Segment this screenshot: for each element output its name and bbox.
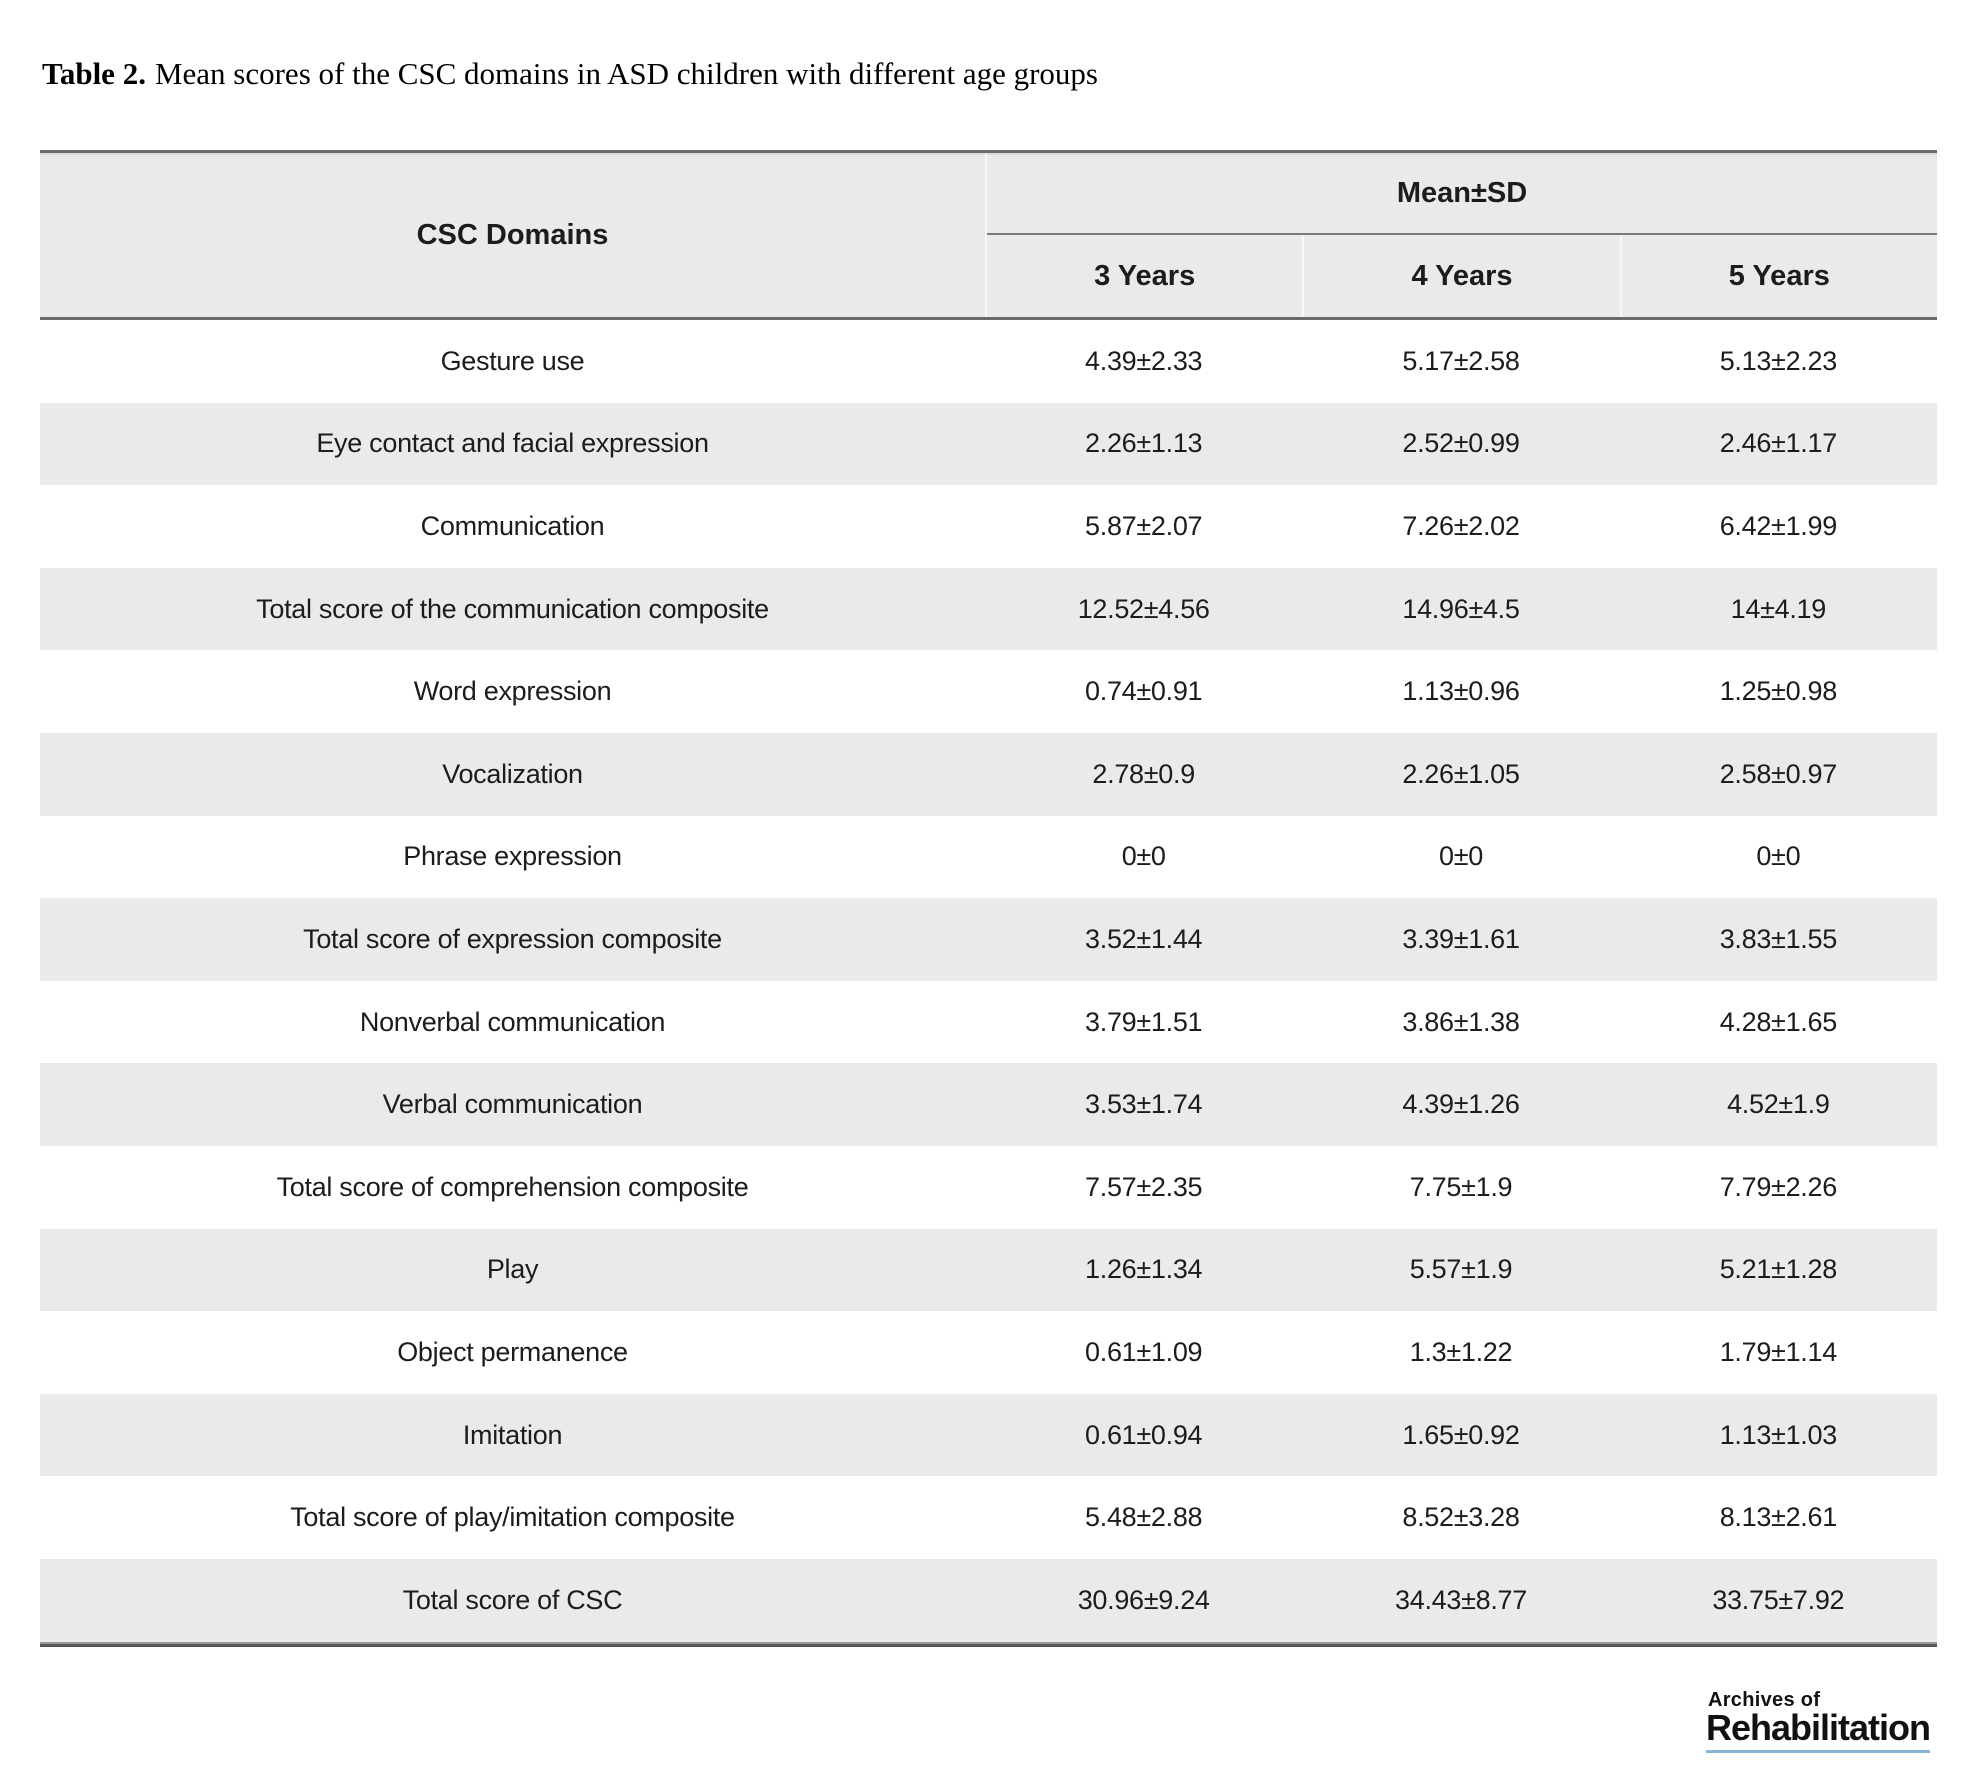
value-cell: 2.78±0.9	[1092, 758, 1195, 789]
value-cell: 30.96±9.24	[1077, 1584, 1210, 1615]
value-cell: 1.79±1.14	[1719, 1336, 1838, 1367]
domain-cell: Total score of the communication composi…	[256, 593, 769, 624]
domain-cell: Eye contact and facial expression	[316, 428, 709, 459]
value-cell: 0±0	[1121, 841, 1166, 872]
value-cell: 7.75±1.9	[1409, 1171, 1513, 1202]
domain-cell: Vocalization	[442, 758, 583, 789]
domain-cell: Phrase expression	[403, 841, 622, 872]
value-cell: 7.57±2.35	[1085, 1171, 1203, 1202]
table-row: Communication 5.87±2.07 7.26±2.02 6.42±1.99	[40, 485, 1937, 568]
mean-sd-underline	[987, 233, 1937, 235]
table-caption-text: Mean scores of the CSC domains in ASD ch…	[154, 56, 1099, 91]
value-cell: 2.52±0.99	[1402, 428, 1520, 459]
domain-cell: Total score of expression composite	[303, 923, 722, 954]
table-row: Word expression 0.74±0.91 1.13±0.96 1.25±0.…	[40, 650, 1937, 733]
value-cell: 4.52±1.9	[1727, 1089, 1830, 1120]
domain-cell: Gesture use	[440, 345, 585, 376]
table-body: Gesture use 4.39±2.33 5.17±2.58 5.13±2.23 Ey…	[40, 320, 1937, 1642]
value-cell: 3.39±1.61	[1402, 923, 1520, 954]
domain-cell: Total score of play/imitation composite	[290, 1502, 735, 1533]
value-cell: 3.53±1.74	[1085, 1089, 1203, 1120]
group-header-mean-sd: Mean±SD	[1396, 176, 1528, 209]
value-cell: 5.17±2.58	[1402, 345, 1520, 376]
value-cell: 4.28±1.65	[1719, 1006, 1838, 1037]
value-cell: 0.74±0.91	[1085, 676, 1203, 707]
column-header-4-years: 4 Years	[1302, 235, 1619, 317]
table-header: CSC Domains Mean±SD 3 Years 4 Years 5 Ye…	[40, 150, 1937, 320]
value-cell: 6.42±1.99	[1719, 510, 1838, 541]
journal-logo: Archives of Rehabilitation	[1705, 1689, 1931, 1753]
table-row: Verbal communication 3.53±1.74 4.39±1.26 4.…	[40, 1063, 1937, 1146]
domain-cell: Play	[486, 1254, 539, 1285]
value-cell: 34.43±8.77	[1395, 1584, 1527, 1615]
value-cell: 8.52±3.28	[1402, 1502, 1520, 1533]
value-cell: 8.13±2.61	[1719, 1502, 1838, 1533]
value-cell: 5.21±1.28	[1719, 1254, 1838, 1285]
domain-cell: Communication	[420, 510, 605, 541]
column-header-5-years: 5 Years	[1619, 235, 1937, 317]
table-row: Total score of comprehension composite 7.…	[40, 1146, 1937, 1229]
journal-logo-rehabilitation: Rehabilitation	[1705, 1710, 1931, 1753]
table-row: Phrase expression 0±0 0±0 0±0	[40, 816, 1937, 899]
value-cell: 1.3±1.22	[1409, 1336, 1513, 1367]
value-cell: 5.48±2.88	[1085, 1502, 1203, 1533]
table-row: Nonverbal communication 3.79±1.51 3.86±1.3…	[40, 981, 1937, 1064]
csc-scores-table: CSC Domains Mean±SD 3 Years 4 Years 5 Ye…	[40, 150, 1937, 1647]
value-cell: 0±0	[1439, 841, 1483, 872]
domain-cell: Object permanence	[397, 1336, 628, 1367]
domain-cell: Total score of CSC	[402, 1584, 623, 1615]
value-cell: 1.25±0.98	[1719, 676, 1838, 707]
value-cell: 1.13±1.03	[1719, 1419, 1838, 1450]
value-cell: 5.87±2.07	[1085, 510, 1203, 541]
value-cell: 0.61±0.94	[1085, 1419, 1203, 1450]
table-row: Total score of the communication composi…	[40, 567, 1937, 651]
value-cell: 0.61±1.09	[1085, 1336, 1203, 1367]
value-cell: 14.96±4.5	[1402, 593, 1520, 624]
domain-cell: Verbal communication	[382, 1089, 643, 1120]
journal-logo-archives-of: Archives of	[1707, 1689, 1821, 1711]
value-cell: 5.57±1.9	[1409, 1254, 1513, 1285]
value-cell: 12.52±4.56	[1077, 593, 1210, 624]
value-cell: 14±4.19	[1730, 593, 1827, 624]
value-cell: 2.26±1.13	[1085, 428, 1203, 459]
value-cell: 4.39±2.33	[1085, 345, 1203, 376]
value-cell: 2.46±1.17	[1719, 428, 1838, 459]
value-cell: 3.83±1.55	[1719, 923, 1838, 954]
table-row: Total score of expression composite 3.52±…	[40, 898, 1937, 981]
table-row: Gesture use 4.39±2.33 5.17±2.58 5.13±2.23	[40, 320, 1937, 403]
value-cell: 4.39±1.26	[1402, 1089, 1520, 1120]
domain-cell: Imitation	[462, 1419, 563, 1450]
value-cell: 1.26±1.34	[1085, 1254, 1203, 1285]
domain-cell: Total score of comprehension composite	[276, 1171, 749, 1202]
table-row: Vocalization 2.78±0.9 2.26±1.05 2.58±0.97	[40, 732, 1937, 816]
table-row: Play 1.26±1.34 5.57±1.9 5.21±1.28	[40, 1228, 1937, 1312]
table-bottom-border	[40, 1641, 1937, 1647]
table-number: Table 2.	[42, 56, 146, 91]
value-cell: 7.26±2.02	[1402, 510, 1520, 541]
column-header-3-years: 3 Years	[1094, 259, 1196, 292]
value-cell: 3.52±1.44	[1085, 923, 1203, 954]
value-cell: 5.13±2.23	[1719, 345, 1838, 376]
domain-cell: Word expression	[413, 676, 612, 707]
column-header-domains: CSC Domains	[416, 218, 609, 251]
value-cell: 3.86±1.38	[1402, 1006, 1520, 1037]
domain-cell: Nonverbal communication	[359, 1006, 666, 1037]
table-caption: Table 2. Mean scores of the CSC domains i…	[42, 56, 1098, 92]
table-row: Total score of CSC 30.96±9.24 34.43±8.77 33…	[40, 1558, 1937, 1642]
mean-sd-group: Mean±SD 3 Years 4 Years 5 Years	[985, 153, 1937, 317]
table-row: Total score of play/imitation composite 5…	[40, 1476, 1937, 1559]
table-row: Imitation 0.61±0.94 1.65±0.92 1.13±1.03	[40, 1393, 1937, 1477]
value-cell: 3.79±1.51	[1085, 1006, 1203, 1037]
table-row: Object permanence 0.61±1.09 1.3±1.22 1.79±1…	[40, 1311, 1937, 1394]
value-cell: 33.75±7.92	[1712, 1584, 1845, 1615]
value-cell: 0±0	[1756, 841, 1801, 872]
year-header-row: 3 Years 4 Years 5 Years	[987, 235, 1937, 317]
table-row: Eye contact and facial expression 2.26±1.…	[40, 402, 1937, 486]
value-cell: 7.79±2.26	[1719, 1171, 1838, 1202]
value-cell: 1.65±0.92	[1402, 1419, 1520, 1450]
value-cell: 1.13±0.96	[1402, 676, 1520, 707]
value-cell: 2.26±1.05	[1402, 758, 1520, 789]
value-cell: 2.58±0.97	[1719, 758, 1838, 789]
